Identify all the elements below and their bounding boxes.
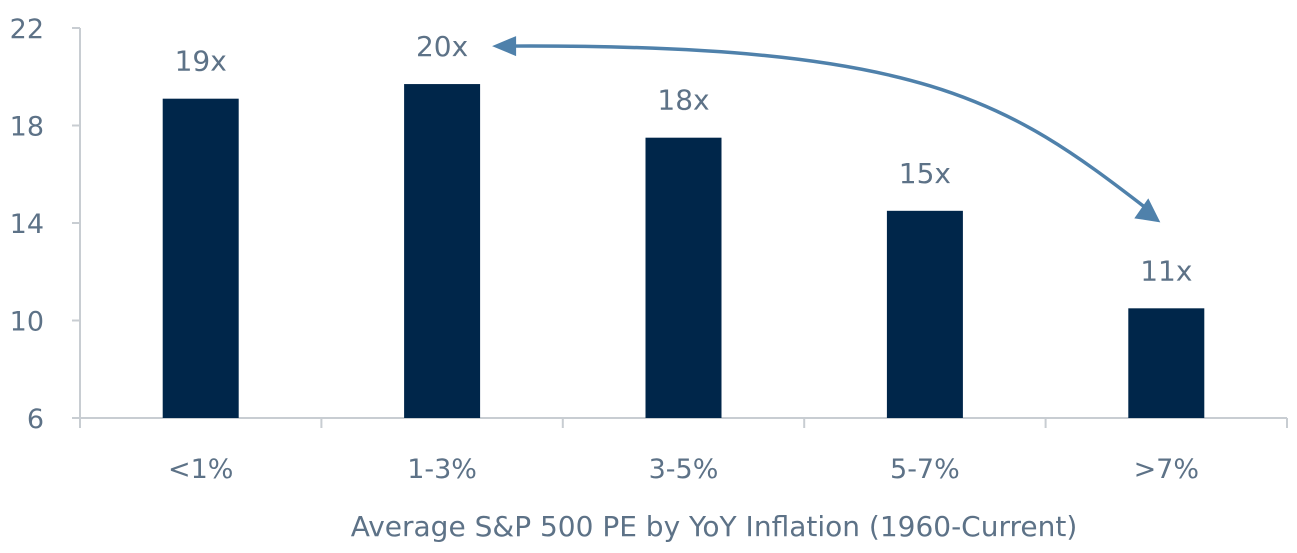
bar [1128,308,1205,418]
y-tick-label: 10 [10,307,44,338]
x-axis: <1% 1-3% 3-5% 5-7% >7% [79,417,1288,485]
data-labels: 19x 20x 18x 15x 11x [175,30,1193,287]
annotation-arrowhead-left [492,36,517,57]
x-tick-label: >7% [1134,454,1199,485]
data-label: 19x [175,45,227,78]
data-label: 20x [416,30,468,63]
data-label: 15x [899,157,951,190]
x-tick-label: <1% [168,454,233,485]
bar [404,84,481,418]
y-tick-label: 22 [10,14,44,45]
bars [162,84,1205,418]
annotation-arrow-curve [510,44,1148,210]
x-tick-label: 3-5% [649,454,719,485]
x-tick-label: 5-7% [890,454,960,485]
y-tick-label: 18 [10,112,44,143]
data-label: 18x [657,84,709,117]
annotation-arrow [492,36,1161,223]
annotation-arrowhead-right [1134,198,1161,223]
y-tick-label: 6 [27,404,44,435]
x-tick-label: 1-3% [407,454,477,485]
bar [886,210,963,418]
bar [162,98,239,418]
bar [645,137,722,418]
data-label: 11x [1140,254,1192,287]
y-tick-label: 14 [10,209,44,240]
y-axis: 6 10 14 18 22 [10,14,81,435]
x-axis-title: Average S&P 500 PE by YoY Inflation (196… [351,510,1078,543]
